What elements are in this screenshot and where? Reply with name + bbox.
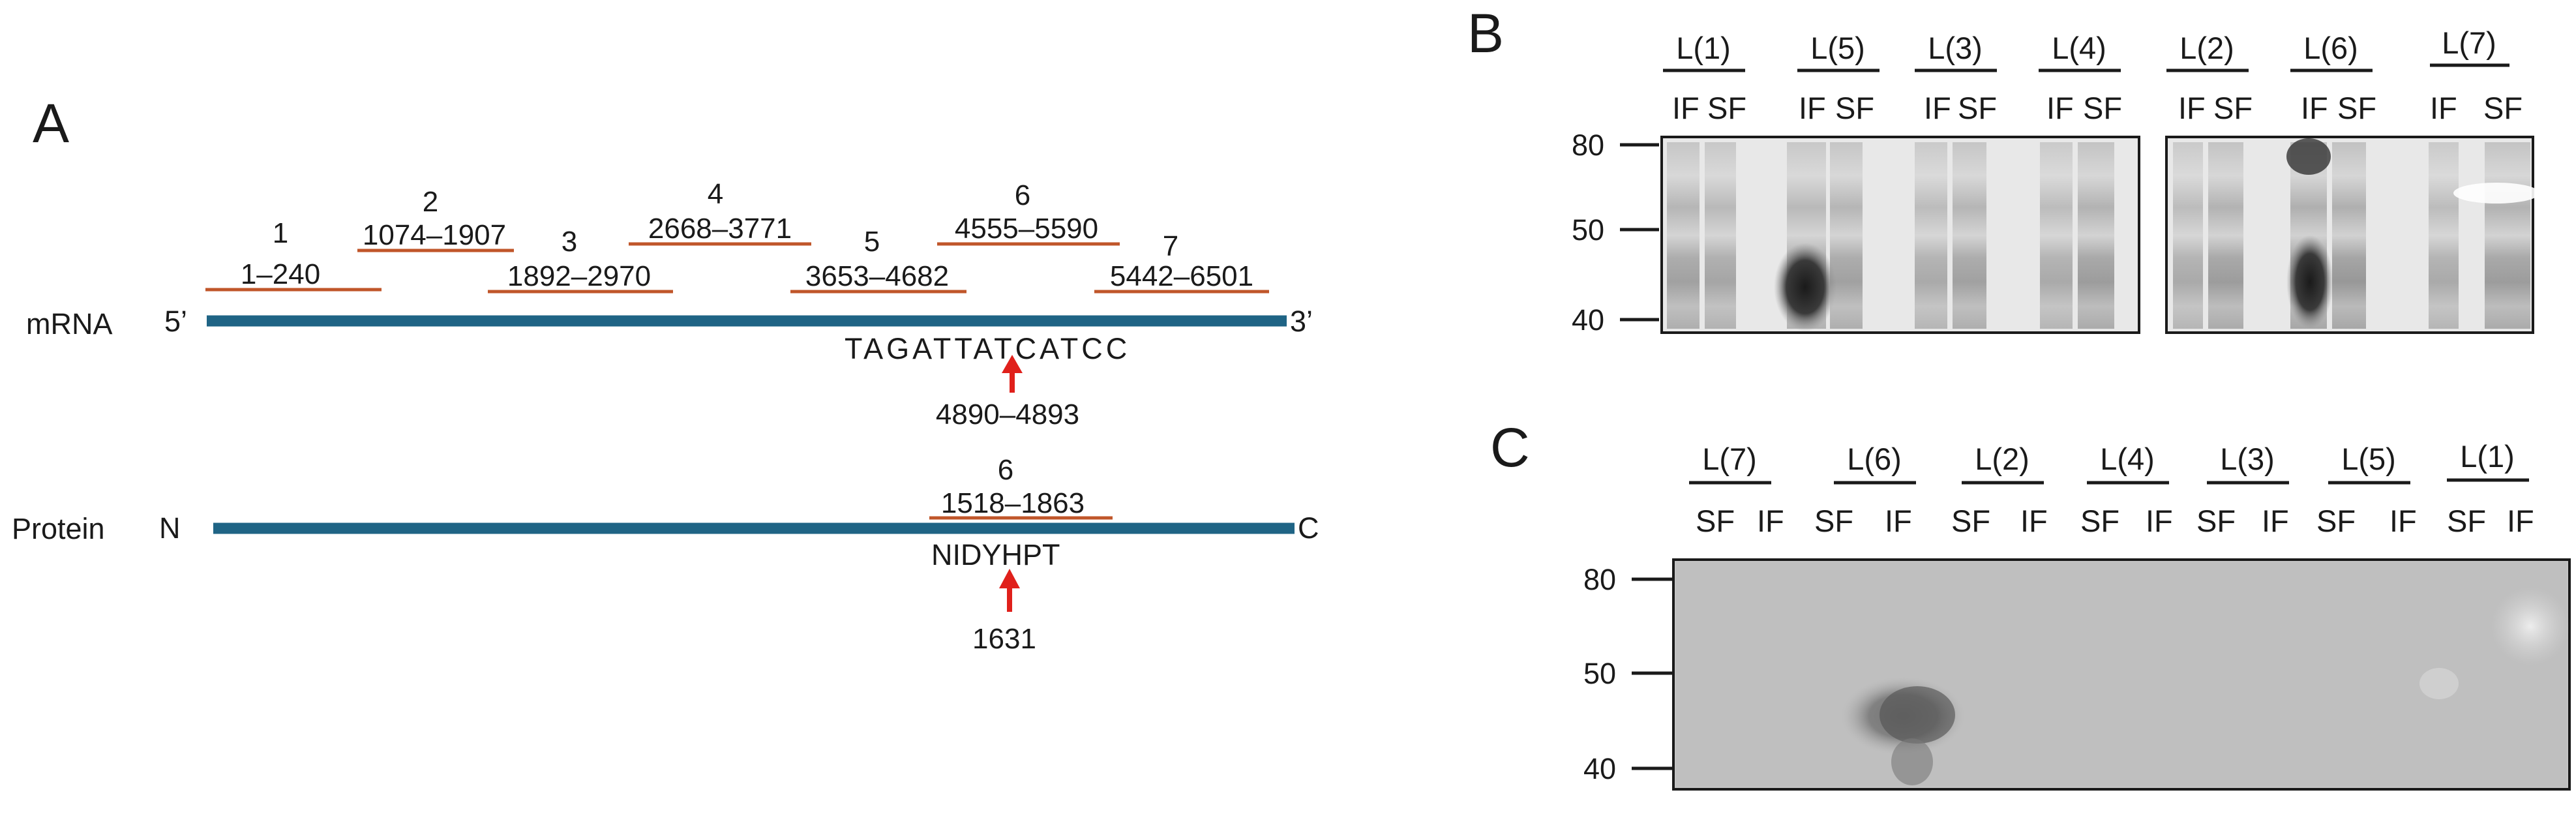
blot-c-fraction: IF: [2262, 504, 2289, 538]
blot-b-fraction: IF: [1924, 91, 1951, 125]
fragment-2-range: 1074–1907: [363, 219, 506, 251]
panel-letter-c: C: [1490, 417, 1530, 478]
blot-b-fraction: IF: [2046, 91, 2074, 125]
blot-b-fraction: SF: [1958, 91, 1997, 125]
blot-b-fraction: IF: [2430, 91, 2457, 125]
mrna-three-prime: 3’: [1290, 305, 1313, 338]
blot-b-fraction: SF: [2213, 91, 2253, 125]
protein-track: 6 1518–1863 Protein N C NIDYHPT 1631: [12, 454, 1319, 655]
blot-b-markers: 80 50 40: [1572, 128, 1659, 337]
blot-b-lane-2: L(5): [1810, 31, 1865, 65]
protein-site-label: 1631: [972, 623, 1036, 655]
fragment-1-number: 1: [273, 217, 288, 249]
mrna-sequence: TAGATTATCATCC: [845, 332, 1130, 365]
blot-c-fraction: IF: [2507, 504, 2534, 538]
mrna-track: mRNA 5’ 3’ TAGATTATCATCC 4890–4893: [26, 305, 1313, 431]
protein-site-arrow: [999, 569, 1020, 612]
blot-b-gel-right: [2165, 136, 2539, 334]
blot-c-lane-1: L(7): [1702, 442, 1757, 476]
blot-c-lane-7: L(1): [2460, 439, 2515, 474]
panel-letter-a: A: [33, 93, 69, 154]
protein-sequence: NIDYHPT: [931, 538, 1060, 571]
fragment-5-range: 3653–4682: [805, 260, 949, 292]
blot-b-lane-1: L(1): [1676, 31, 1731, 65]
blot-c-fraction-labels: SF IF SF IF SF IF SF IF SF IF SF IF SF I…: [1696, 504, 2534, 538]
blot-b-fraction: IF: [1799, 91, 1826, 125]
blot-b-lane-5: L(2): [2179, 31, 2234, 65]
blot-c-fraction: IF: [2389, 504, 2417, 538]
blot-c-fraction: SF: [1814, 504, 1853, 538]
blot-b-gel-left: [1660, 136, 2140, 334]
fragment-5-number: 5: [864, 226, 880, 258]
fragment-6-number: 6: [1015, 179, 1030, 211]
blot-c-fraction: SF: [1951, 504, 1990, 538]
panel-letter-b: B: [1467, 3, 1504, 64]
mrna-label: mRNA: [26, 307, 113, 340]
fragment-1-range: 1–240: [241, 258, 320, 290]
fragment-6-range: 4555–5590: [955, 213, 1098, 245]
blot-c-lane-2: L(6): [1847, 442, 1902, 476]
fragment-4-number: 4: [708, 178, 723, 210]
fragment-2-number: 2: [423, 186, 438, 218]
blot-c-fraction: IF: [2020, 504, 2048, 538]
blot-c-marker-80: 80: [1583, 563, 1616, 596]
blot-b-fraction: SF: [2337, 91, 2376, 125]
blot-b-fraction: SF: [1707, 91, 1746, 125]
blot-b-fraction: IF: [1672, 91, 1700, 125]
blot-c-lane-6: L(5): [2341, 442, 2396, 476]
mrna-five-prime: 5’: [164, 305, 187, 338]
blot-b-lane-7: L(7): [2442, 25, 2496, 60]
blot-b-marker-40: 40: [1572, 303, 1604, 337]
protein-c-terminus: C: [1298, 511, 1319, 545]
blot-c-marker-50: 50: [1583, 657, 1616, 690]
blot-b-fraction: SF: [2483, 91, 2523, 125]
blot-c-fraction: SF: [1696, 504, 1735, 538]
mrna-site-arrow: [1002, 355, 1023, 393]
blot-b-lane-labels: L(1) L(5) L(3) L(4) L(2) L(6) L(7): [1663, 25, 2509, 72]
blot-c-marker-40: 40: [1583, 752, 1616, 785]
blot-c-lane-5: L(3): [2220, 442, 2275, 476]
blot-c-lane-4: L(4): [2100, 442, 2155, 476]
blot-b-fraction: SF: [2083, 91, 2122, 125]
blot-c-membrane: [1672, 558, 2571, 791]
blot-b-fraction-labels: IF SF IF SF IF SF IF SF IF SF IF SF IF S…: [1672, 91, 2523, 125]
blot-c-fraction: SF: [2447, 504, 2486, 538]
blot-c-fraction: SF: [2316, 504, 2356, 538]
fragment-7-number: 7: [1163, 230, 1178, 262]
protein-n-terminus: N: [159, 511, 181, 545]
blot-c-fraction: SF: [2080, 504, 2119, 538]
blot-c-lane-labels: L(7) L(6) L(2) L(4) L(3) L(5) L(1): [1689, 439, 2529, 485]
blot-b-fraction: IF: [2301, 91, 2328, 125]
blot-b-fraction: IF: [2178, 91, 2206, 125]
blot-b-lane-3: L(3): [1928, 31, 1983, 65]
blot-b-lane-6: L(6): [2303, 31, 2358, 65]
fragment-7-range: 5442–6501: [1110, 260, 1253, 292]
blot-b-marker-80: 80: [1572, 128, 1604, 162]
blot-c-fraction: SF: [2196, 504, 2236, 538]
blot-c-fraction: IF: [1757, 504, 1784, 538]
blot-b-lane-4: L(4): [2052, 31, 2106, 65]
blot-c-markers: 80 50 40: [1583, 563, 1672, 785]
blot-c-fraction: IF: [1885, 504, 1912, 538]
fragment-3-number: 3: [562, 226, 577, 258]
protein-label: Protein: [12, 512, 105, 545]
fragment-3-range: 1892–2970: [507, 260, 651, 292]
protein-fragment-number: 6: [998, 454, 1013, 486]
protein-fragment-range: 1518–1863: [941, 487, 1085, 519]
fragment-4-range: 2668–3771: [648, 213, 792, 245]
blot-b-marker-50: 50: [1572, 213, 1604, 247]
blot-b-fraction: SF: [1835, 91, 1874, 125]
mrna-site-label: 4890–4893: [936, 399, 1079, 431]
blot-c-lane-3: L(2): [1975, 442, 2029, 476]
mrna-fragments: 1 1–240 2 1074–1907 3 1892–2970 4 2668–3…: [205, 178, 1269, 294]
blot-c-fraction: IF: [2146, 504, 2173, 538]
